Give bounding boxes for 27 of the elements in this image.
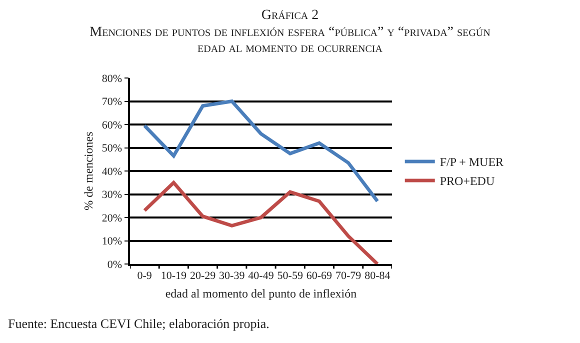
x-tick-label: 60-69 [306,270,333,282]
x-tick-label: 70-79 [335,270,362,282]
x-tick-label: 20-29 [190,270,216,282]
y-axis-title: % de menciones [82,131,96,210]
y-tick-label: 20% [102,212,122,224]
source-note: Fuente: Encuesta CEVI Chile; elaboración propia. [8,316,270,332]
y-tick-label: 60% [102,119,122,132]
y-tick-label: 80% [102,72,122,85]
y-tick-label: 70% [102,96,122,108]
y-tick-label: 10% [102,236,122,248]
line-series [142,100,380,203]
x-tick-label: 40-49 [248,270,274,282]
y-tick-label: 40% [102,166,122,178]
x-tick-label: 80-84 [364,270,391,282]
y-tick-label: 0% [107,258,122,271]
legend-label: PRO+EDU [440,174,495,188]
x-axis-title: edad al momento del punto de inflexión [165,286,357,300]
line-series [142,180,380,264]
x-tick-label: 10-19 [160,270,187,282]
chart-title: Gráfica 2 [260,8,320,24]
y-tick-label: 50% [102,142,122,155]
x-tick-label: 0-9 [137,270,152,282]
x-tick-label: 50-59 [277,270,304,282]
y-tick-label: 30% [102,189,122,202]
chart-subtitle: Menciones de puntos de inflexión esfera “pública” y “privada” según edad al momento de ocurrencia [88,25,492,57]
legend-label: F/P + MUER [440,155,504,170]
x-tick-label: 30-39 [219,270,246,282]
